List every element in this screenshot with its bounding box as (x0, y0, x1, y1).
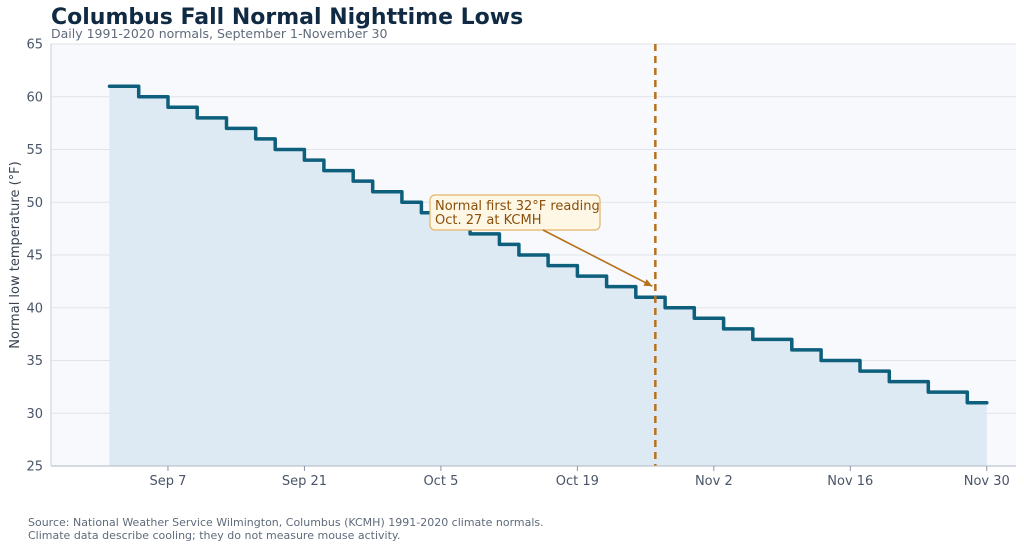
x-tick-label: Oct 19 (556, 474, 599, 489)
y-tick-label: 25 (26, 460, 43, 475)
y-tick-label: 45 (26, 249, 43, 264)
y-tick-label: 35 (26, 354, 43, 369)
x-tick-label: Nov 16 (827, 474, 873, 489)
x-tick-label: Sep 7 (150, 474, 187, 489)
annotation-box (429, 194, 601, 231)
x-tick-label: Oct 5 (423, 474, 458, 489)
x-tick-label: Sep 21 (282, 474, 327, 489)
y-tick-label: 65 (26, 38, 43, 53)
y-tick-label: 55 (26, 143, 43, 158)
annotation-arrowhead (643, 279, 653, 287)
y-axis-ticks: 25 30 35 40 45 50 55 60 65 (26, 38, 43, 475)
area-fill (109, 86, 987, 466)
x-axis-ticks: Sep 7 Sep 21 Oct 5 Oct 19 Nov 2 Nov 16 Nov 30 (150, 466, 1010, 489)
y-axis-label: Normal low temperature (°F) (8, 161, 23, 348)
series-line (107, 84, 989, 405)
chart-subtitle: Daily 1991-2020 normals, September 1-Nov… (51, 26, 388, 41)
footer-source: Source: National Weather Service Wilming… (28, 516, 544, 529)
axes (50, 44, 1016, 467)
y-tick-label: 50 (26, 196, 43, 211)
y-tick-label: 40 (26, 301, 43, 316)
y-tick-label: 60 (26, 90, 43, 105)
x-tick-label: Nov 30 (964, 474, 1010, 489)
annotation-arrow (542, 229, 653, 287)
footer-note: Climate data describe cooling; they do n… (28, 529, 401, 542)
y-tick-label: 30 (26, 407, 43, 422)
annotation-text-line-2: Oct. 27 at KCMH (435, 213, 542, 228)
annotation: Normal first 32°F reading Oct. 27 at KCM… (429, 194, 653, 287)
footer: Source: National Weather Service Wilming… (28, 516, 544, 542)
chart-title: Columbus Fall Normal Nighttime Lows (51, 5, 524, 30)
annotation-text-line-1: Normal first 32°F reading (435, 199, 600, 214)
x-tick-label: Nov 2 (695, 474, 733, 489)
